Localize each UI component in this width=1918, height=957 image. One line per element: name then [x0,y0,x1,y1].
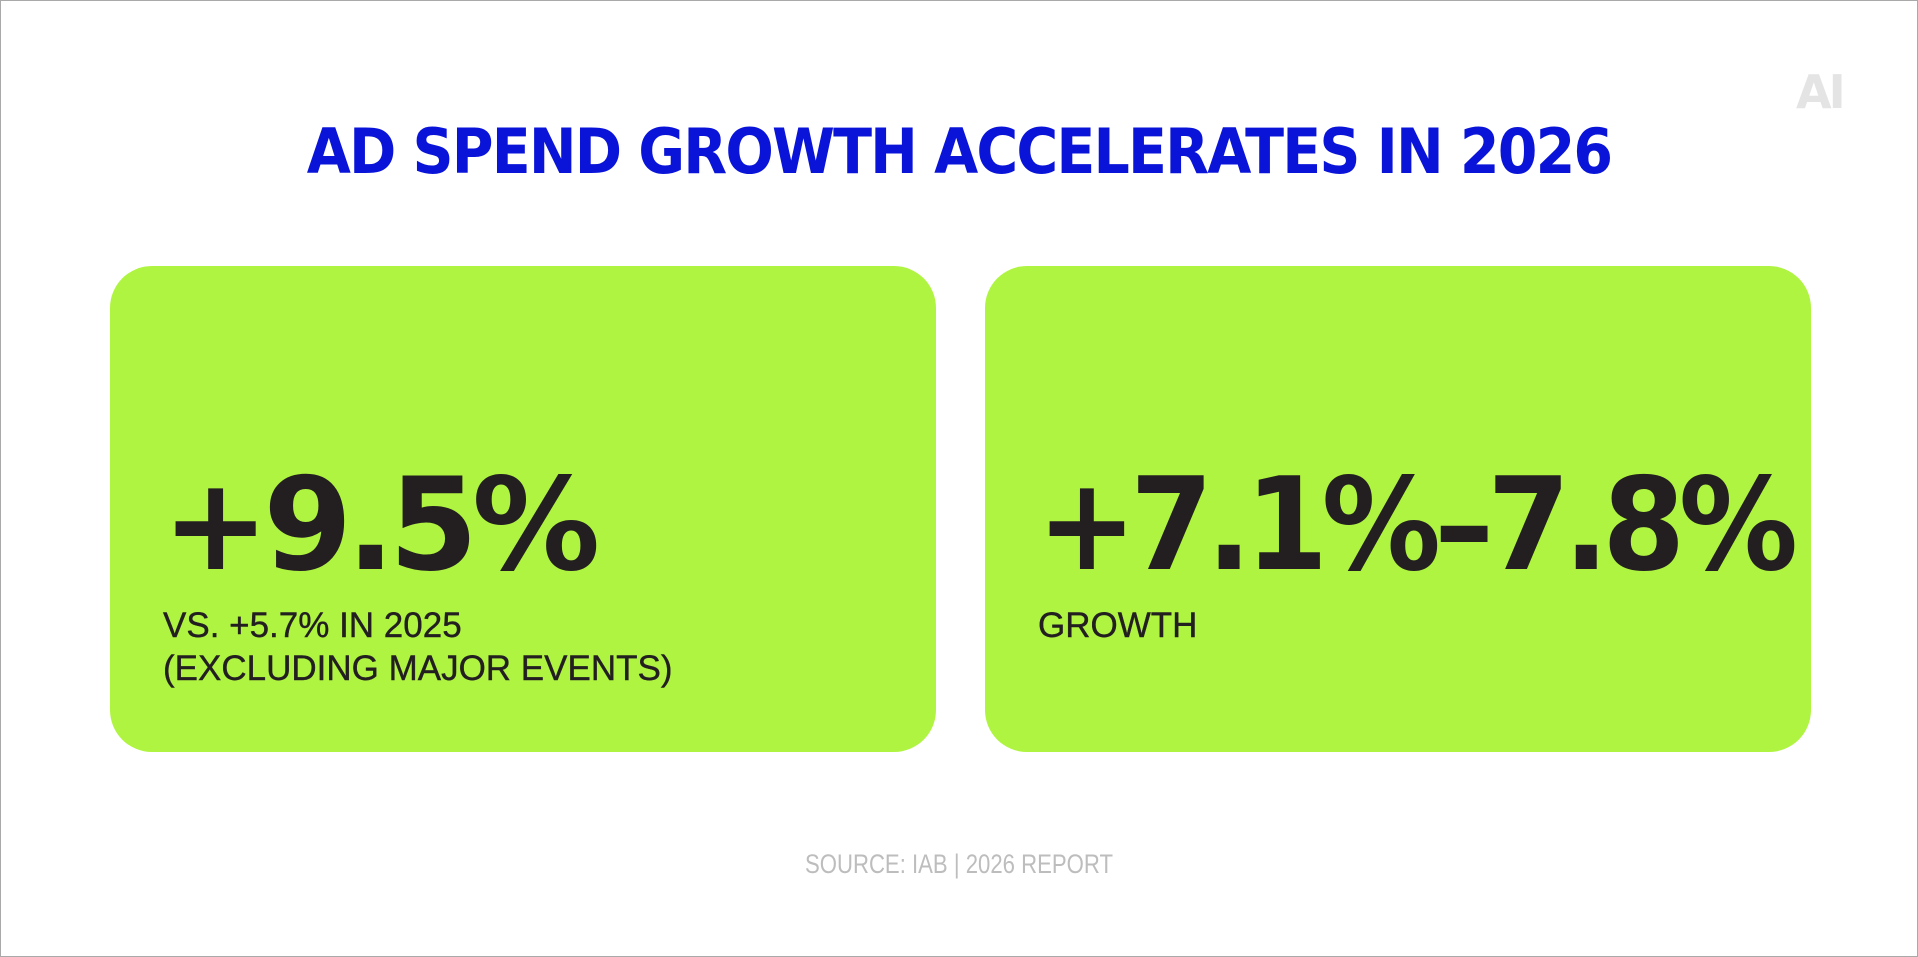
stat-caption-line: VS. +5.7% IN 2025 [163,606,462,645]
stat-caption-line: (EXCLUDING MAJOR EVENTS) [163,649,673,688]
source-note: SOURCE: IAB | 2026 REPORT [804,849,1114,879]
stat-value: +9.5% [162,451,600,600]
stat-card-2026-growth: +9.5% VS. +5.7% IN 2025 (EXCLUDING MAJOR… [110,266,936,752]
ai-logo-icon: AI [1796,65,1846,119]
stat-value: +7.1%–7.8% [1037,451,1798,600]
stat-caption: GROWTH [1038,604,1198,647]
stat-caption: VS. +5.7% IN 2025 (EXCLUDING MAJOR EVENT… [163,604,673,690]
stat-card-growth-range: +7.1%–7.8% GROWTH [985,266,1811,752]
slide-title: AD SPEND GROWTH ACCELERATES IN 2026 [306,115,1613,188]
stat-caption-line: GROWTH [1038,606,1198,645]
